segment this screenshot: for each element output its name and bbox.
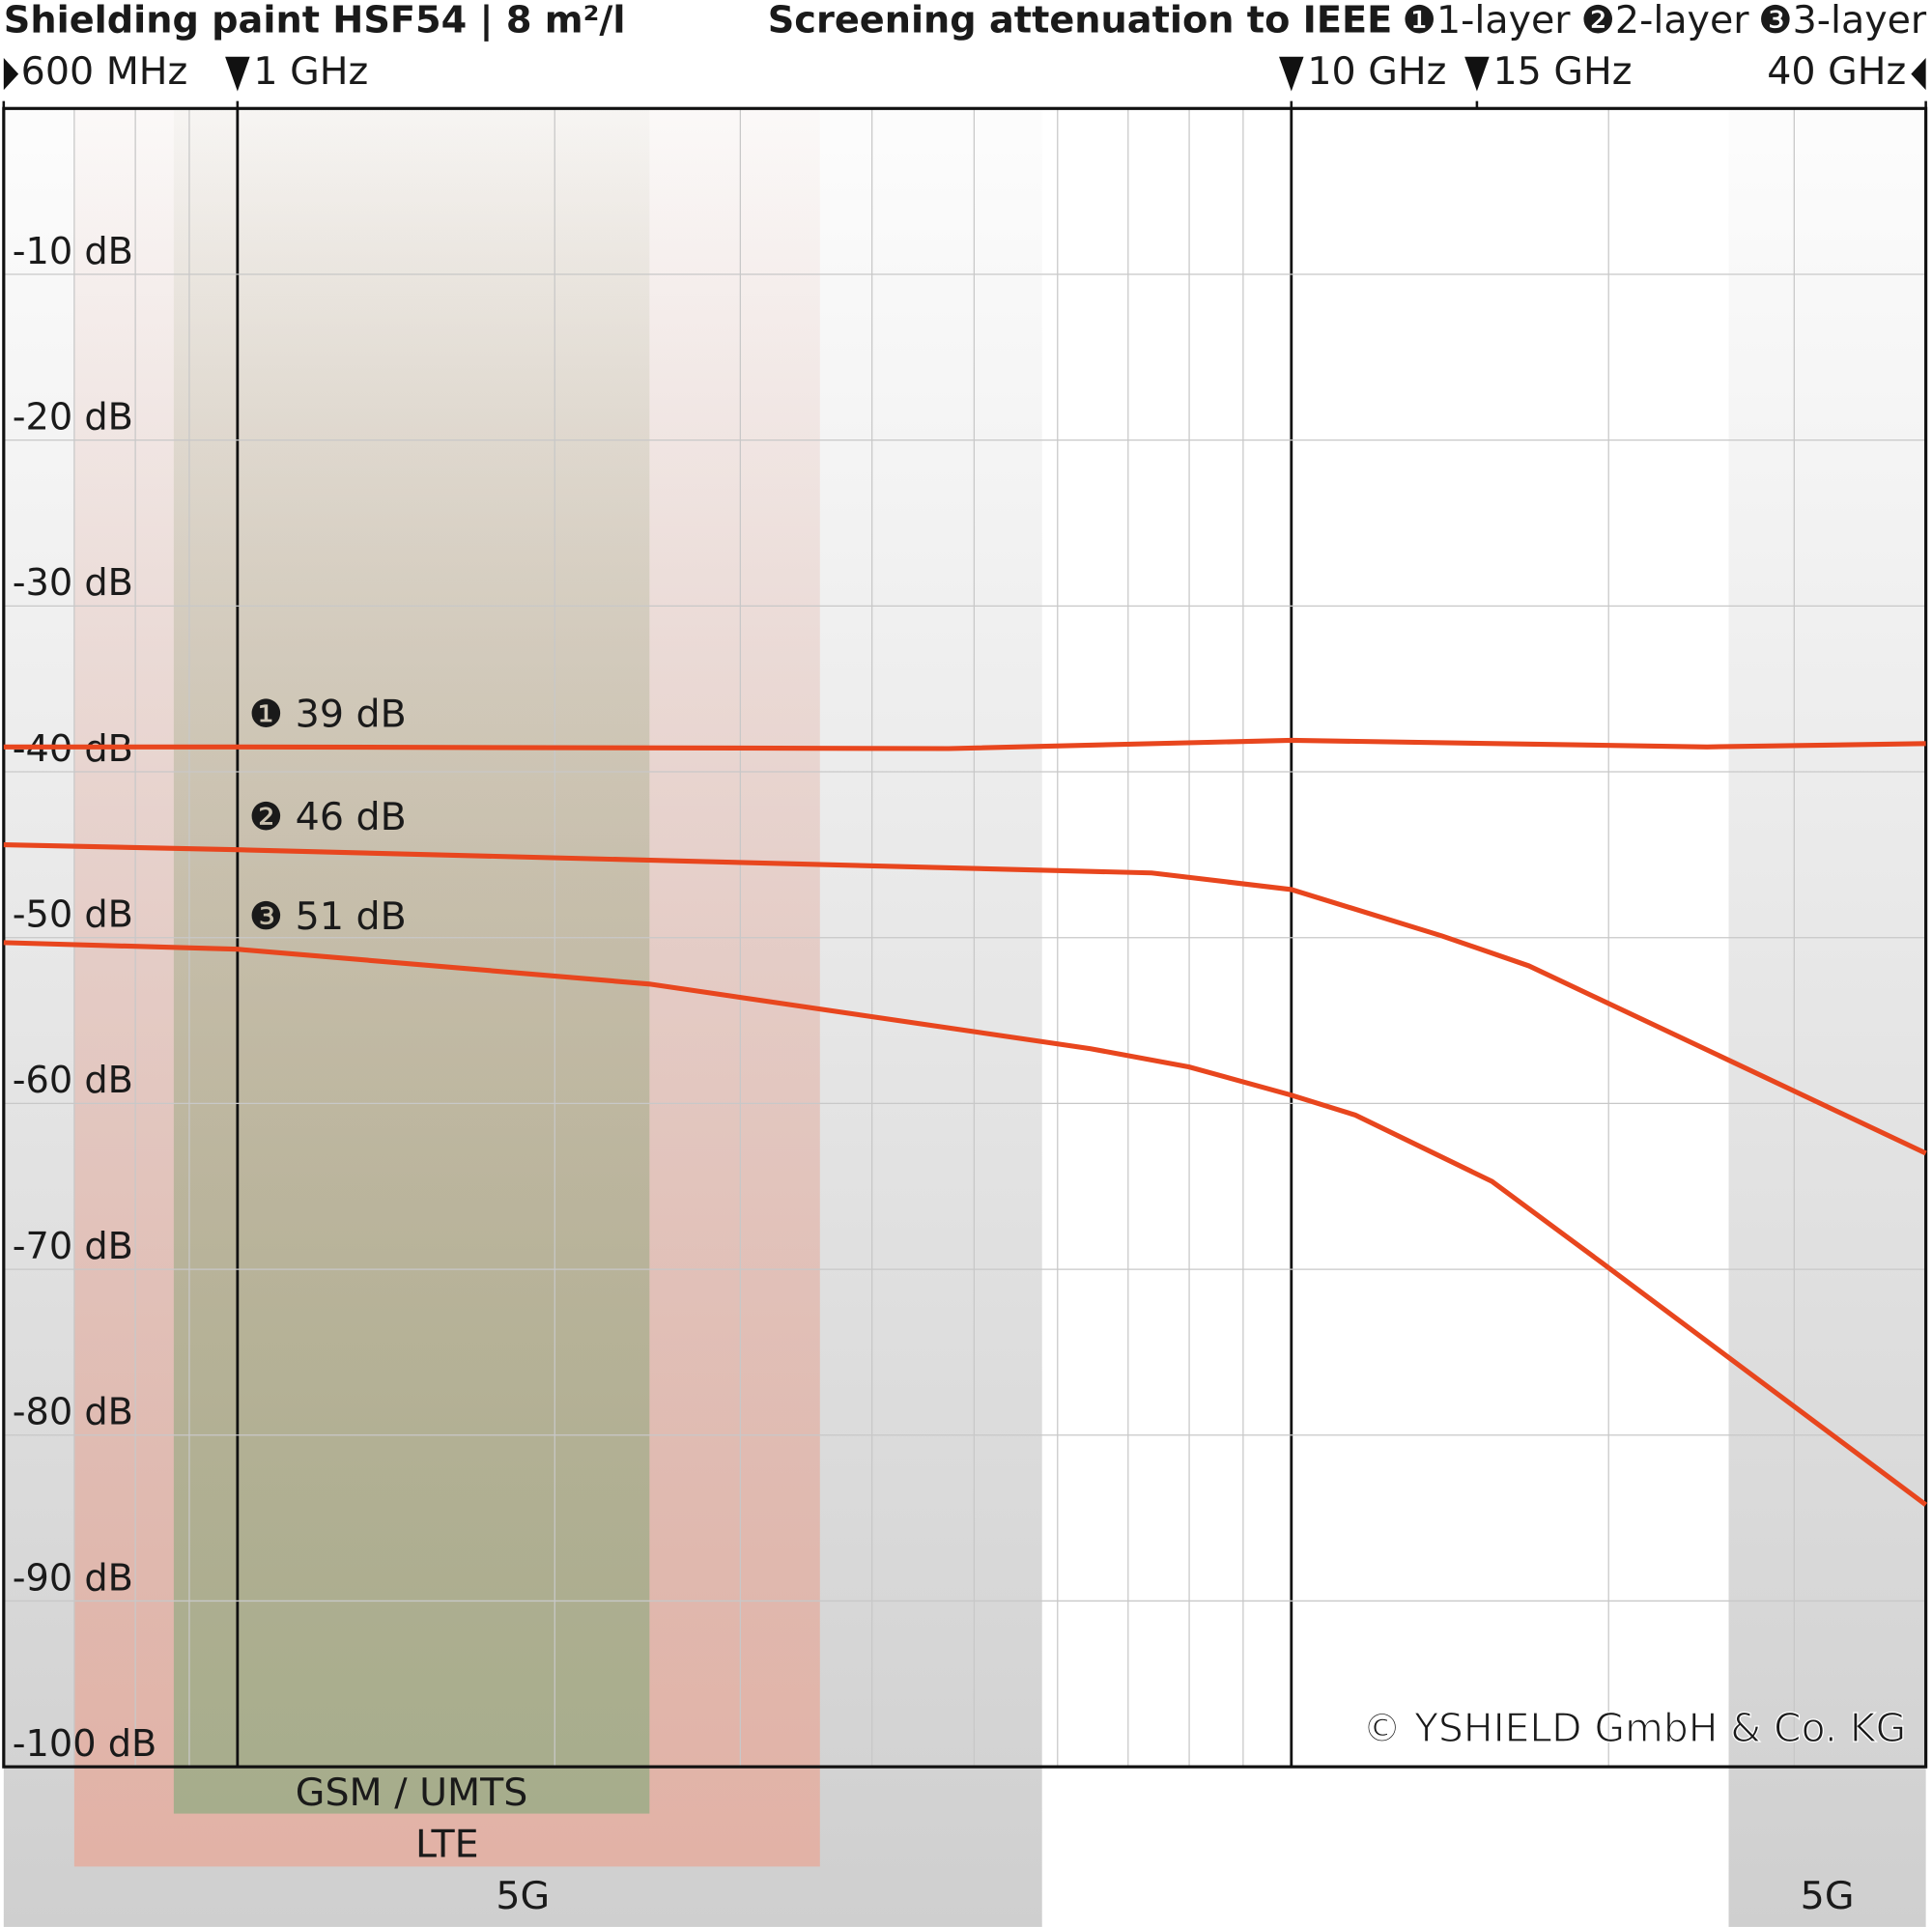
x-tick-label: 40 GHz <box>1767 49 1906 94</box>
y-tick-label: -10 dB <box>13 230 133 273</box>
tick-arrow <box>1279 56 1304 92</box>
legend-entry: ❷2-layer <box>1580 0 1749 43</box>
legend-entry: ❶1-layer <box>1403 0 1572 43</box>
band-label: 5G <box>1801 1874 1855 1918</box>
y-tick-label: -60 dB <box>13 1059 133 1102</box>
series-line <box>3 737 1926 751</box>
x-tick-label: 10 GHz <box>1307 49 1446 94</box>
x-tick-label: 1 GHz <box>253 49 368 94</box>
legend-marker: ❸ <box>1758 0 1792 43</box>
tick-arrow <box>3 58 19 91</box>
plot-frame <box>2 106 1928 1769</box>
series-value-label: 51 dB <box>296 893 407 938</box>
tick-arrow <box>1464 56 1490 92</box>
series-marker: ❸ <box>249 893 283 938</box>
legend-name: 3-layer <box>1793 0 1927 43</box>
legend-marker: ❶ <box>1403 0 1436 43</box>
series-label: ❸ 51 dB <box>249 893 407 938</box>
chart-subtitle: Screening attenuation to IEEE <box>768 0 1393 43</box>
x-tick-label: 600 MHz <box>21 49 188 94</box>
frequency-band <box>173 108 650 1814</box>
y-tick-label: -20 dB <box>13 395 133 439</box>
y-tick-label: -30 dB <box>13 561 133 605</box>
x-tick-label: 15 GHz <box>1492 49 1632 94</box>
band-label: LTE <box>415 1823 479 1867</box>
legend-name: 2-layer <box>1615 0 1749 43</box>
tick-arrow <box>1911 58 1926 91</box>
series-label: ❶ 39 dB <box>249 692 407 736</box>
series-value-label: 39 dB <box>296 692 407 736</box>
band-label: GSM / UMTS <box>296 1771 528 1815</box>
series-line <box>3 842 1927 1156</box>
series-marker: ❷ <box>249 794 283 838</box>
legend-marker: ❷ <box>1580 0 1614 43</box>
y-tick-label: -80 dB <box>13 1391 133 1434</box>
series-line <box>3 940 1928 1507</box>
series-marker: ❶ <box>249 692 283 736</box>
chart-title: Shielding paint HSF54 | 8 m²/l <box>4 0 626 43</box>
legend-entry: ❸3-layer <box>1758 0 1927 43</box>
frequency-band <box>1728 108 1926 1927</box>
legend-name: 1-layer <box>1436 0 1571 43</box>
watermark: © YSHIELD GmbH & Co. KG <box>1362 1705 1906 1751</box>
y-tick-label: -100 dB <box>13 1722 157 1766</box>
y-tick-label: -70 dB <box>13 1225 133 1268</box>
y-tick-label: -90 dB <box>13 1556 133 1600</box>
series-label: ❷ 46 dB <box>249 794 407 838</box>
y-tick-label: -50 dB <box>13 893 133 937</box>
series-value-label: 46 dB <box>296 794 407 838</box>
band-label: 5G <box>496 1874 550 1918</box>
tick-arrow <box>225 56 250 92</box>
